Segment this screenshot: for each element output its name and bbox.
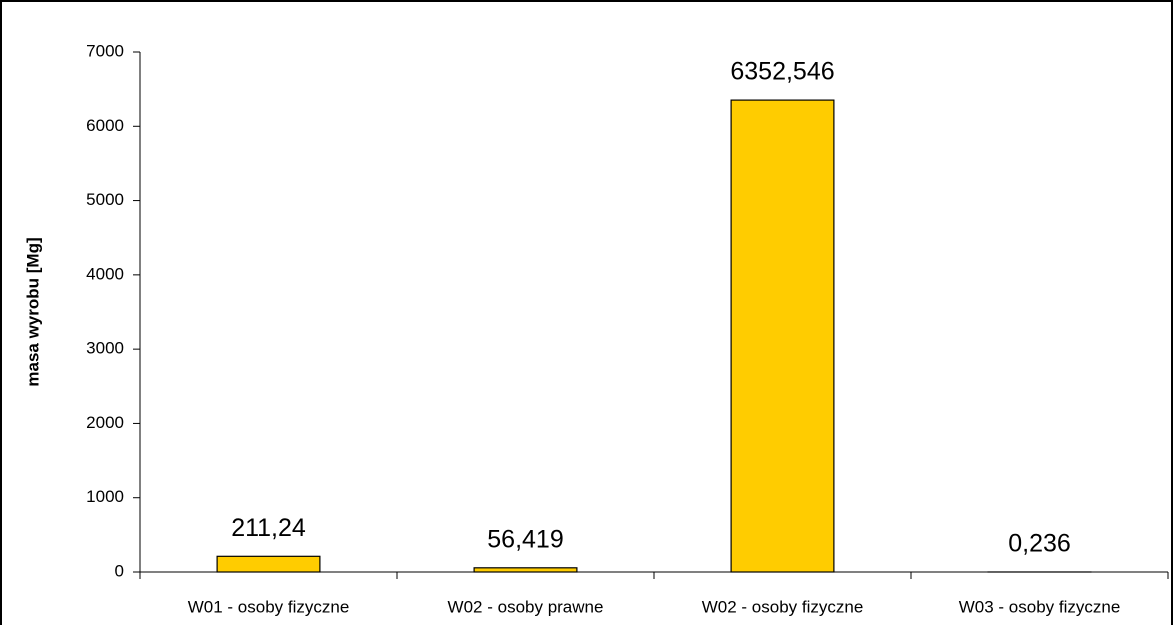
y-tick-label: 7000 <box>86 41 124 60</box>
data-label: 0,236 <box>1008 530 1071 558</box>
x-tick-label: W02 - osoby prawne <box>448 597 604 616</box>
data-label: 56,419 <box>487 525 563 553</box>
y-tick-label: 3000 <box>86 339 124 358</box>
data-label: 211,24 <box>231 514 306 542</box>
x-tick-label: W01 - osoby fizyczne <box>188 597 350 616</box>
data-label: 6352,546 <box>730 58 834 86</box>
y-tick-label: 6000 <box>86 116 124 135</box>
bar <box>730 99 835 573</box>
y-tick-label: 2000 <box>86 413 124 432</box>
y-tick-label: 5000 <box>86 190 124 209</box>
y-tick-label: 1000 <box>86 487 124 506</box>
y-axis-label: masa wyrobu [Mg] <box>23 237 42 386</box>
y-tick-label: 0 <box>115 561 124 580</box>
x-tick-label: W02 - osoby fizyczne <box>702 597 864 616</box>
y-tick-label: 4000 <box>86 264 124 283</box>
bar <box>216 555 321 573</box>
bar <box>473 567 578 573</box>
x-tick-label: W03 - osoby fizyczne <box>959 597 1121 616</box>
